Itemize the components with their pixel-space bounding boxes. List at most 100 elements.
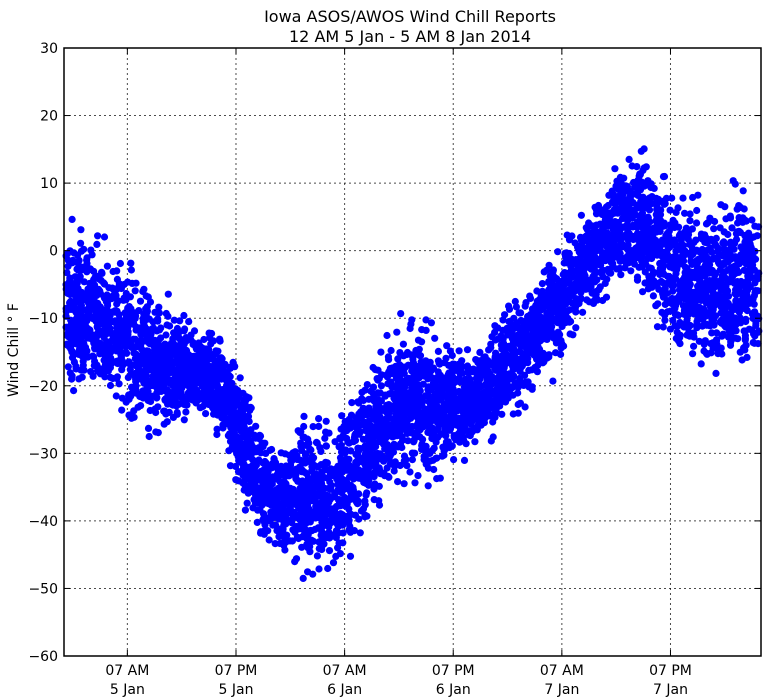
data-point <box>270 494 278 502</box>
data-point <box>82 353 90 361</box>
data-point <box>690 342 698 350</box>
data-point <box>89 372 97 380</box>
data-point <box>614 218 623 227</box>
data-point <box>169 413 177 421</box>
data-point <box>104 351 112 359</box>
data-point <box>731 239 739 247</box>
data-point <box>392 400 400 408</box>
data-point <box>392 426 400 434</box>
data-point <box>686 268 694 276</box>
data-point <box>539 335 547 343</box>
data-point <box>160 407 169 415</box>
data-point <box>154 373 162 381</box>
data-point <box>630 260 639 268</box>
data-point <box>106 325 114 333</box>
data-point <box>735 227 743 235</box>
data-point <box>436 474 444 482</box>
data-point <box>708 255 716 263</box>
data-point <box>144 424 153 432</box>
data-point <box>300 412 308 420</box>
data-point <box>73 279 81 287</box>
data-point <box>559 301 568 309</box>
data-point <box>396 461 404 470</box>
data-point <box>554 248 562 256</box>
data-point <box>560 291 568 299</box>
data-point <box>456 433 465 442</box>
data-point <box>724 333 733 341</box>
data-point <box>369 363 377 372</box>
data-point <box>427 319 435 327</box>
data-point <box>551 282 559 291</box>
data-point <box>647 264 655 272</box>
data-point <box>359 505 368 513</box>
data-point <box>173 380 181 388</box>
data-point <box>669 277 677 285</box>
data-point <box>455 347 463 355</box>
data-point <box>721 203 729 211</box>
data-point <box>507 358 515 366</box>
data-point <box>557 310 566 318</box>
data-point <box>485 386 493 394</box>
data-point <box>494 324 502 332</box>
data-point <box>507 324 515 332</box>
data-point <box>286 461 295 469</box>
data-point <box>66 369 74 377</box>
data-point <box>63 269 71 277</box>
data-point <box>175 328 183 336</box>
data-point <box>155 303 163 311</box>
data-point <box>83 347 91 355</box>
data-point <box>74 259 82 267</box>
data-point <box>257 449 265 457</box>
data-point <box>460 404 468 412</box>
data-point <box>741 327 749 335</box>
data-point <box>601 231 609 239</box>
data-point <box>429 407 437 415</box>
data-point <box>407 414 415 422</box>
data-point <box>164 290 172 298</box>
data-point <box>97 327 105 335</box>
data-point <box>311 498 319 506</box>
data-point <box>408 367 416 375</box>
data-point <box>370 485 378 493</box>
data-point <box>170 316 178 324</box>
data-point <box>143 325 151 333</box>
data-point <box>362 411 370 419</box>
data-point <box>241 481 249 489</box>
data-point <box>586 242 594 250</box>
data-point <box>587 283 595 291</box>
data-point <box>679 194 687 202</box>
data-point <box>463 346 472 354</box>
data-point <box>115 280 123 288</box>
data-point <box>702 220 711 228</box>
data-point <box>361 511 369 519</box>
data-point <box>473 405 481 413</box>
data-point <box>77 226 85 234</box>
data-point <box>383 331 391 340</box>
data-point <box>67 316 75 324</box>
data-point <box>475 357 483 365</box>
data-point <box>420 420 428 428</box>
data-point <box>385 356 393 364</box>
data-point <box>356 529 364 537</box>
data-point <box>227 406 235 415</box>
data-point <box>273 471 281 479</box>
data-point <box>183 401 191 409</box>
data-point <box>722 215 730 223</box>
data-point <box>522 351 530 359</box>
data-point <box>609 260 617 268</box>
data-point <box>318 468 326 476</box>
data-point <box>710 225 718 233</box>
data-point <box>660 200 668 208</box>
data-point <box>603 237 611 245</box>
data-point <box>91 273 99 281</box>
data-point <box>418 338 426 346</box>
data-point <box>148 377 156 385</box>
data-point <box>722 310 730 318</box>
data-point <box>618 240 627 249</box>
data-point <box>538 353 547 361</box>
data-point <box>671 322 679 330</box>
data-point <box>717 316 726 324</box>
data-point <box>86 326 94 334</box>
